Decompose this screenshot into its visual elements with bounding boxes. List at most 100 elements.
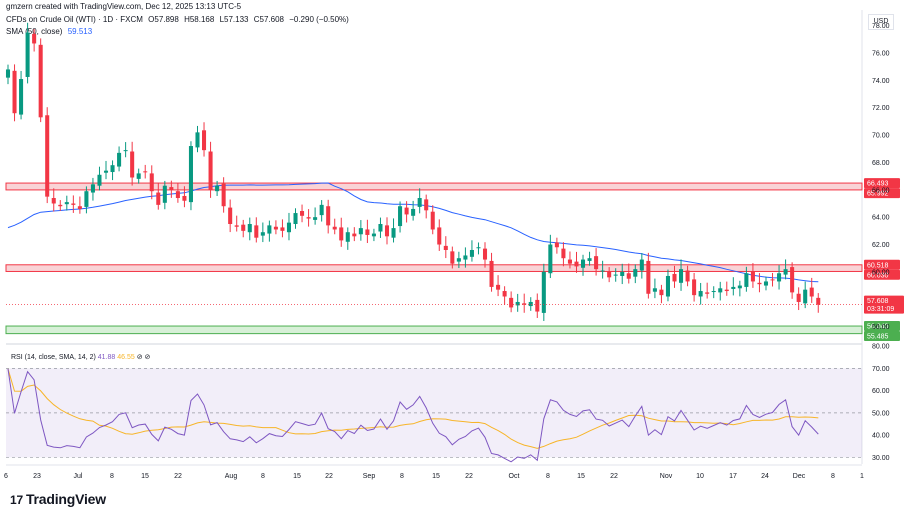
price-tick-label: 66.00 <box>872 187 890 194</box>
candle-body <box>378 224 383 232</box>
candle-body <box>221 183 226 207</box>
candle-body <box>51 198 56 204</box>
rsi-value: 41.88 <box>97 354 116 361</box>
candle-body <box>175 191 180 199</box>
candle-body <box>273 226 278 230</box>
support-zone-label: 56.040 <box>867 324 889 331</box>
rsi-tick-label: 80.00 <box>872 344 890 351</box>
candle-body <box>763 281 769 286</box>
candle-body <box>770 279 775 281</box>
resistance-zone-label-bg <box>864 178 900 189</box>
time-tick-label: 15 <box>577 473 585 480</box>
candle-body <box>162 185 167 203</box>
candle-body <box>633 269 638 277</box>
tradingview-logo[interactable]: 17 TradingView <box>10 491 106 507</box>
time-tick-label: Jul <box>74 473 83 480</box>
candle-body <box>509 297 514 308</box>
candle-body <box>796 293 801 302</box>
candle-body <box>169 187 174 190</box>
low-value: L57.133 <box>219 15 249 24</box>
candle-body <box>411 208 416 216</box>
candle-body <box>639 259 644 271</box>
time-tick-label: 17 <box>729 473 737 480</box>
rsi-settings-icon[interactable]: ⊘ ⊘ <box>136 354 151 361</box>
tradingview-mark-icon: 17 <box>10 493 23 507</box>
candle-body <box>332 226 337 230</box>
candle-body <box>313 217 318 220</box>
candle-body <box>430 211 435 230</box>
candle-body <box>515 301 520 306</box>
time-tick-label: 15 <box>432 473 440 480</box>
candle-body <box>306 217 311 219</box>
rsi-tick-label: 60.00 <box>872 388 890 395</box>
resistance-zone-label: 65.992 <box>867 191 889 198</box>
candle-body <box>443 245 448 250</box>
candle-body <box>84 191 89 207</box>
candle-body <box>123 150 128 152</box>
time-tick-label: 23 <box>33 473 41 480</box>
time-tick-label: 8 <box>110 473 114 480</box>
candle-body <box>58 204 63 207</box>
candle-body <box>384 225 390 237</box>
price-tick-label: 60.00 <box>872 269 890 276</box>
candle-body <box>365 229 370 235</box>
candle-body <box>202 130 207 151</box>
candle-body <box>188 146 193 203</box>
candle-body <box>32 33 37 44</box>
price-tick-label: 68.00 <box>872 160 890 167</box>
candle-body <box>587 258 592 261</box>
symbol-legend[interactable]: CFDs on Crude Oil (WTI) · 1D · FXCM O57.… <box>6 15 349 24</box>
candle-body <box>417 198 422 207</box>
candle-body <box>528 301 533 307</box>
change-value: −0.290 (−0.50%) <box>289 15 349 24</box>
candle-body <box>496 284 501 290</box>
rsi-tick-label: 50.00 <box>872 410 890 417</box>
candle-body <box>326 206 331 226</box>
candle-body <box>437 227 442 245</box>
resistance-zone-label-bg <box>864 188 900 199</box>
resistance-zone-label-bg <box>864 259 900 270</box>
candle-body <box>254 225 259 238</box>
resistance-zone-label: 60.030 <box>867 272 889 279</box>
candle-body <box>469 249 474 257</box>
open-value: O57.898 <box>148 15 179 24</box>
support-zone-label: 55.485 <box>867 334 889 341</box>
candle-body <box>737 285 742 289</box>
resistance-zone <box>5 264 863 272</box>
candle-body <box>613 274 618 276</box>
candle-body <box>672 273 677 282</box>
candle-body <box>698 291 703 297</box>
price-tick-label: 72.00 <box>872 105 890 112</box>
candle-body <box>228 207 233 225</box>
currency-button[interactable]: USD <box>868 14 894 30</box>
rsi-legend[interactable]: RSI (14, close, SMA, 14, 2) 41.88 46.55 … <box>11 353 150 361</box>
resistance-zone-label: 66.493 <box>867 181 889 188</box>
candle-body <box>692 279 697 296</box>
candle-body <box>19 79 24 115</box>
time-tick-label: 15 <box>141 473 149 480</box>
candle-body <box>652 288 657 292</box>
candle-body <box>502 291 507 297</box>
time-tick-label: 8 <box>400 473 404 480</box>
price-tick-label: 78.00 <box>872 23 890 30</box>
candle-body <box>456 258 461 262</box>
candle-body <box>339 227 344 241</box>
time-tick-label: 22 <box>465 473 473 480</box>
rsi-tick-label: 70.00 <box>872 366 890 373</box>
candle-body <box>5 69 11 78</box>
candle-body <box>286 222 292 233</box>
candle-body <box>790 267 795 293</box>
time-tick-label: 8 <box>261 473 265 480</box>
candle-body <box>554 242 559 248</box>
last-price-label: 57.608 <box>867 298 889 305</box>
candle-body <box>103 170 109 173</box>
candle-body <box>247 224 252 233</box>
candle-body <box>136 173 141 179</box>
candle-body <box>620 271 625 276</box>
price-tick-label: 74.00 <box>872 78 890 85</box>
candle-body <box>280 227 285 231</box>
candle-body <box>757 282 762 285</box>
candle-body <box>783 269 788 275</box>
candle-body <box>208 151 213 190</box>
